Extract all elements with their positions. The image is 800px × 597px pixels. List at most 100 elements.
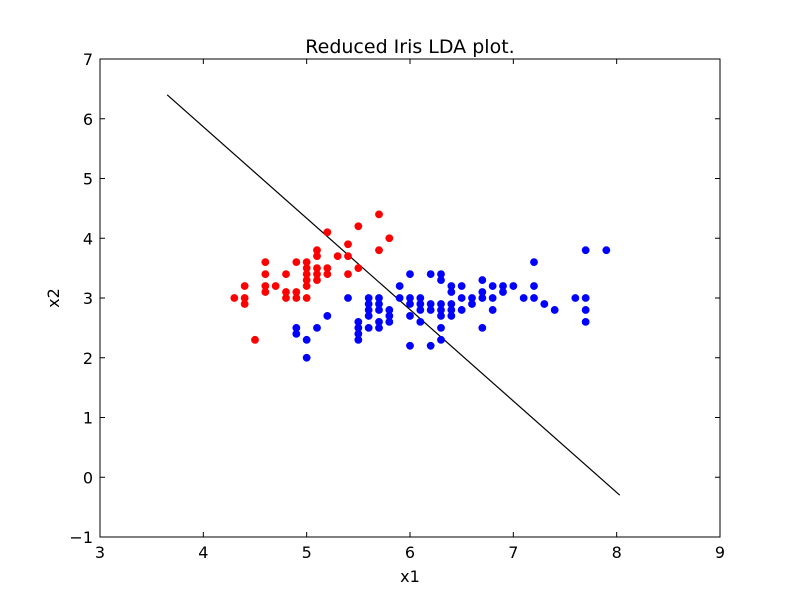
scatter-point bbox=[261, 270, 270, 278]
scatter-point bbox=[416, 317, 425, 326]
scatter-point bbox=[261, 258, 270, 267]
scatter-point bbox=[406, 312, 414, 320]
scatter-point bbox=[499, 288, 507, 296]
scatter-point bbox=[602, 246, 611, 255]
scatter-point bbox=[478, 276, 487, 284]
scatter-point bbox=[540, 300, 549, 308]
scatter-point bbox=[437, 335, 445, 344]
scatter-point bbox=[323, 312, 332, 320]
scatter-point bbox=[375, 210, 383, 219]
x-tick-label: 6 bbox=[405, 543, 415, 562]
scatter-point bbox=[364, 312, 373, 320]
scatter-point bbox=[375, 323, 383, 332]
scatter-point bbox=[447, 288, 456, 296]
scatter-point bbox=[364, 323, 373, 332]
scatter-point bbox=[530, 282, 538, 290]
scatter-point bbox=[478, 294, 487, 302]
data-marks bbox=[166, 94, 621, 496]
scatter-point bbox=[530, 258, 538, 267]
scatter-point bbox=[406, 341, 414, 350]
scatter-point bbox=[230, 294, 239, 302]
scatter-point bbox=[426, 270, 435, 278]
y-tick-label: 4 bbox=[83, 229, 93, 248]
scatter-point bbox=[302, 294, 311, 302]
scatter-point bbox=[437, 323, 445, 332]
scatter-point bbox=[282, 270, 290, 278]
series-0 bbox=[230, 210, 394, 344]
scatter-point bbox=[354, 222, 363, 231]
scatter-point bbox=[426, 341, 435, 350]
axis-ticks: 3 4 5 6 7 8 9 −1 0 1 2 3 4 5 6 7 bbox=[69, 50, 725, 562]
x-tick-label: 7 bbox=[508, 543, 518, 562]
scatter-point bbox=[395, 282, 404, 290]
x-tick-label: 3 bbox=[95, 543, 105, 562]
scatter-point bbox=[333, 252, 342, 261]
scatter-point bbox=[437, 312, 445, 320]
scatter-point bbox=[488, 294, 497, 302]
scatter-point bbox=[457, 294, 466, 302]
scatter-point bbox=[406, 300, 414, 308]
scatter-point bbox=[323, 270, 332, 278]
y-tick-label: 0 bbox=[83, 468, 93, 487]
scatter-point bbox=[292, 258, 301, 267]
scatter-point bbox=[323, 228, 332, 237]
scatter-point bbox=[251, 335, 259, 344]
scatter-point bbox=[385, 317, 394, 326]
scatter-point bbox=[354, 264, 363, 273]
scatter-point bbox=[488, 282, 497, 290]
scatter-point bbox=[395, 294, 404, 302]
scatter-point bbox=[437, 276, 445, 284]
scatter-point bbox=[406, 270, 414, 278]
decision-line bbox=[166, 94, 621, 496]
scatter-point bbox=[302, 335, 311, 344]
x-tick-label: 4 bbox=[198, 543, 208, 562]
scatter-point bbox=[344, 294, 352, 302]
scatter-point bbox=[457, 282, 466, 290]
y-tick-label: 1 bbox=[83, 409, 93, 428]
series-1 bbox=[292, 246, 611, 362]
scatter-point bbox=[313, 323, 321, 332]
scatter-point bbox=[375, 246, 383, 255]
scatter-point bbox=[240, 282, 249, 290]
scatter-point bbox=[344, 270, 352, 278]
scatter-point bbox=[282, 294, 290, 302]
y-tick-label: 7 bbox=[83, 50, 93, 69]
scatter-point bbox=[571, 294, 580, 302]
y-axis-label: x2 bbox=[44, 288, 63, 308]
scatter-point bbox=[550, 306, 559, 314]
y-tick-label: −1 bbox=[69, 528, 93, 547]
scatter-point bbox=[375, 306, 383, 314]
scatter-point bbox=[509, 282, 518, 290]
scatter-point bbox=[581, 317, 590, 326]
scatter-point bbox=[302, 282, 311, 290]
scatter-point bbox=[344, 252, 352, 261]
scatter-point bbox=[271, 282, 280, 290]
scatter-point bbox=[581, 246, 590, 255]
scatter-point bbox=[488, 306, 497, 314]
y-tick-label: 3 bbox=[83, 289, 93, 308]
chart-title: Reduced Iris LDA plot. bbox=[305, 36, 514, 58]
scatter-point bbox=[302, 353, 311, 362]
scatter-point bbox=[261, 288, 270, 296]
scatter-point bbox=[292, 329, 301, 338]
x-tick-label: 9 bbox=[715, 543, 725, 562]
scatter-point bbox=[354, 335, 363, 344]
y-tick-label: 6 bbox=[83, 110, 93, 129]
scatter-point bbox=[240, 300, 249, 308]
scatter-point bbox=[292, 294, 301, 302]
scatter-point bbox=[530, 294, 538, 302]
scatter-point bbox=[385, 234, 394, 243]
scatter-point bbox=[313, 252, 321, 261]
x-tick-label: 5 bbox=[302, 543, 312, 562]
scatter-point bbox=[447, 312, 456, 320]
scatter-point bbox=[519, 294, 528, 302]
scatter-point bbox=[344, 240, 352, 249]
scatter-point bbox=[581, 306, 590, 314]
scatter-point bbox=[457, 306, 466, 314]
x-tick-label: 8 bbox=[612, 543, 622, 562]
scatter-point bbox=[313, 276, 321, 284]
y-tick-label: 5 bbox=[83, 170, 93, 189]
x-axis-label: x1 bbox=[400, 567, 420, 586]
scatter-point bbox=[478, 323, 487, 332]
